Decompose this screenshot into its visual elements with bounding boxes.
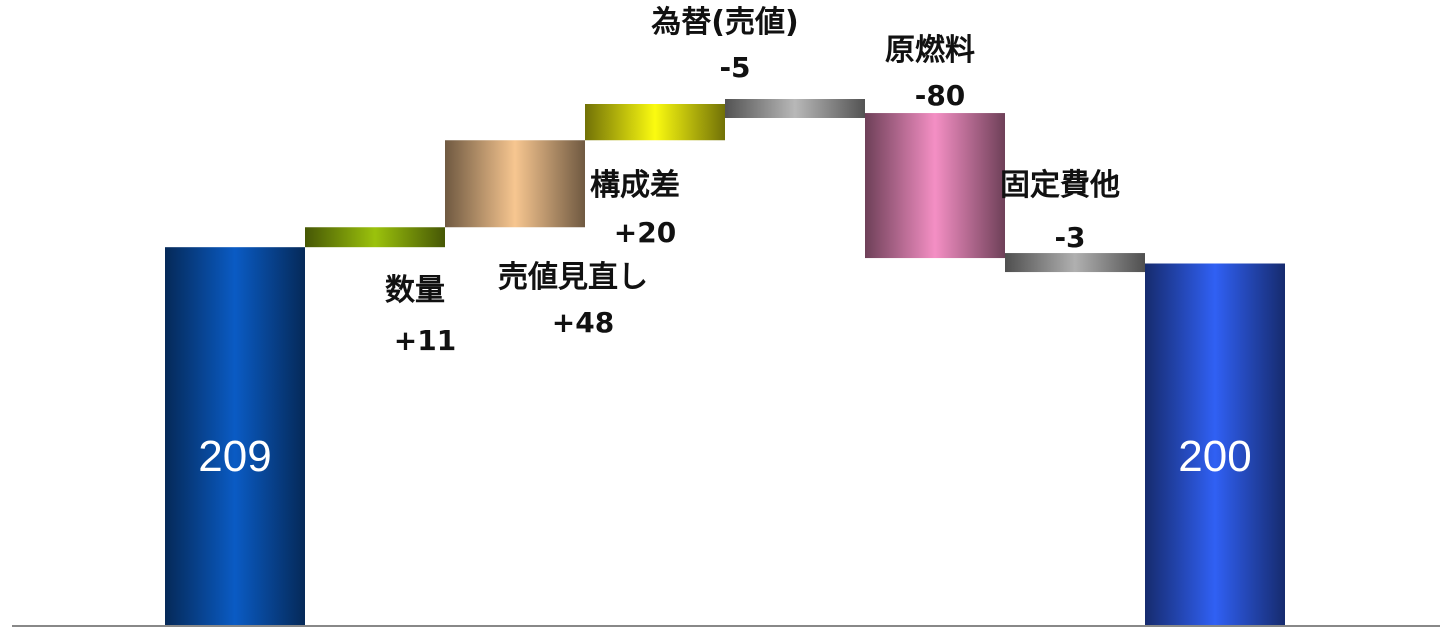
category-label: 為替(売値): [651, 5, 798, 40]
delta-value-label: +48: [552, 306, 614, 339]
delta-value-label: +20: [614, 216, 676, 249]
delta-bar: [725, 99, 865, 118]
category-label: 数量: [385, 273, 445, 308]
delta-value-label: -5: [719, 51, 750, 84]
total-value-label: 200: [1178, 432, 1251, 481]
total-bar: [1145, 263, 1285, 626]
category-label: 売値見直し: [498, 260, 648, 295]
delta-bar: [585, 104, 725, 141]
delta-value-label: +11: [394, 324, 456, 357]
delta-bar: [305, 227, 445, 248]
delta-value-label: -80: [915, 79, 966, 112]
delta-bar: [865, 113, 1005, 259]
delta-value-label: -3: [1054, 221, 1085, 254]
delta-bar: [445, 140, 585, 228]
delta-bar: [1005, 253, 1145, 273]
total-bar: [165, 247, 305, 626]
total-value-label: 209: [198, 432, 271, 481]
category-label: 固定費他: [1000, 168, 1120, 203]
category-label: 原燃料: [885, 33, 975, 68]
category-label: 構成差: [590, 168, 680, 203]
